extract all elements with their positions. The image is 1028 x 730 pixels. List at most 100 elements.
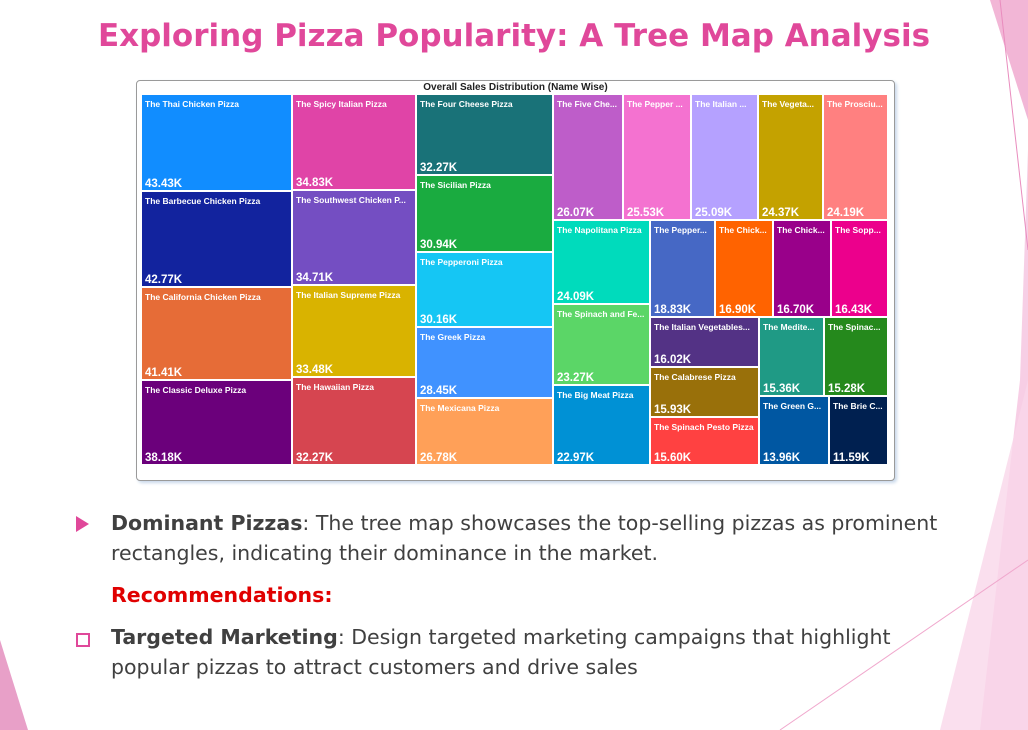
tile-label: The Medite... xyxy=(763,322,815,332)
treemap-tile[interactable]: The Sopp... 16.43K xyxy=(832,221,889,318)
tile-value: 15.93K xyxy=(654,404,692,416)
treemap-tile[interactable]: The Chick... 16.90K xyxy=(716,221,774,318)
tile-label: The Brie C... xyxy=(833,401,883,411)
treemap-tile[interactable]: The Prosciu... 24.19K xyxy=(824,95,889,221)
treemap-tile[interactable]: The Big Meat Pizza 22.97K xyxy=(554,386,651,466)
tile-value: 18.83K xyxy=(654,304,692,316)
treemap-tile[interactable]: The Five Che... 26.07K xyxy=(554,95,624,221)
top-right-accent-shape xyxy=(990,0,1028,120)
tile-label: The Pepper ... xyxy=(627,99,683,109)
tile-label: The Calabrese Pizza xyxy=(654,372,736,382)
tile-label: The Spinach Pesto Pizza xyxy=(654,422,754,432)
tile-label: The Chick... xyxy=(719,225,767,235)
bullet-item-targeted-marketing: Targeted Marketing: Design targeted mark… xyxy=(76,622,956,682)
bullet-text: The tree map showcases the top-selling p… xyxy=(111,511,938,565)
tile-value: 24.09K xyxy=(557,291,595,303)
tile-label: The Prosciu... xyxy=(827,99,883,109)
tile-value: 33.48K xyxy=(296,364,334,376)
treemap-chart[interactable]: Overall Sales Distribution (Name Wise) T… xyxy=(136,80,895,481)
tile-value: 34.71K xyxy=(296,272,334,284)
tile-value: 38.18K xyxy=(145,452,183,464)
treemap-tile[interactable]: The Chick... 16.70K xyxy=(774,221,832,318)
bullet-colon: : xyxy=(337,625,352,649)
tile-label: The Italian Supreme Pizza xyxy=(296,290,401,300)
tile-label: The California Chicken Pizza xyxy=(145,292,261,302)
tile-label: The Five Che... xyxy=(557,99,617,109)
tile-label: The Pepperoni Pizza xyxy=(420,257,503,267)
tile-value: 16.90K xyxy=(719,304,757,316)
treemap-tile[interactable]: The Italian Supreme Pizza 33.48K xyxy=(293,286,417,378)
tile-label: The Spinac... xyxy=(828,322,881,332)
tile-label: The Spinach and Fe... xyxy=(557,309,645,319)
treemap-tile[interactable]: The Italian Vegetables... 16.02K xyxy=(651,318,760,368)
deco-line xyxy=(999,0,1028,251)
tile-value: 24.37K xyxy=(762,207,800,219)
treemap-tile[interactable]: The Medite... 15.36K xyxy=(760,318,825,397)
tile-value: 32.27K xyxy=(296,452,334,464)
tile-label: The Spicy Italian Pizza xyxy=(296,99,387,109)
tile-value: 11.59K xyxy=(833,452,870,464)
tile-label: The Four Cheese Pizza xyxy=(420,99,513,109)
slide-title: Exploring Pizza Popularity: A Tree Map A… xyxy=(97,18,931,54)
bullet-text: Design targeted marketing campaigns that… xyxy=(111,625,891,679)
tile-label: The Big Meat Pizza xyxy=(557,390,634,400)
treemap-tile[interactable]: The Spinac... 15.28K xyxy=(825,318,889,397)
tile-value: 16.02K xyxy=(654,354,692,366)
treemap-tile[interactable]: The Brie C... 11.59K xyxy=(830,397,889,466)
treemap-tile[interactable]: The Four Cheese Pizza 32.27K xyxy=(417,95,554,176)
treemap-tile[interactable]: The Spicy Italian Pizza 34.83K xyxy=(293,95,417,191)
treemap-tile[interactable]: The Mexicana Pizza 26.78K xyxy=(417,399,554,466)
tile-value: 25.53K xyxy=(627,207,665,219)
treemap-tile[interactable]: The Thai Chicken Pizza 43.43K xyxy=(142,95,293,192)
tile-value: 32.27K xyxy=(420,162,458,174)
tile-label: The Thai Chicken Pizza xyxy=(145,99,239,109)
tile-label: The Mexicana Pizza xyxy=(420,403,500,413)
tile-value: 30.16K xyxy=(420,314,458,326)
treemap-tile[interactable]: The Barbecue Chicken Pizza 42.77K xyxy=(142,192,293,288)
treemap-tile[interactable]: The Calabrese Pizza 15.93K xyxy=(651,368,760,418)
tile-label: The Sicilian Pizza xyxy=(420,180,491,190)
tile-label: The Barbecue Chicken Pizza xyxy=(145,196,261,206)
treemap-area: The Thai Chicken Pizza 43.43K The Barbecue… xyxy=(142,95,889,466)
treemap-tile[interactable]: The Green G... 13.96K xyxy=(760,397,830,466)
tile-value: 15.60K xyxy=(654,452,692,464)
recommendations-heading: Recommendations: xyxy=(111,583,333,607)
tile-value: 30.94K xyxy=(420,239,458,251)
treemap-tile[interactable]: The Napolitana Pizza 24.09K xyxy=(554,221,651,305)
chart-title: Overall Sales Distribution (Name Wise) xyxy=(423,82,608,93)
tile-value: 15.36K xyxy=(763,383,801,395)
tile-label: The Sopp... xyxy=(835,225,881,235)
treemap-tile[interactable]: The Hawaiian Pizza 32.27K xyxy=(293,378,417,466)
tile-value: 42.77K xyxy=(145,274,183,286)
treemap-tile[interactable]: The Sicilian Pizza 30.94K xyxy=(417,176,554,253)
tile-value: 13.96K xyxy=(763,452,801,464)
tile-value: 34.83K xyxy=(296,177,334,189)
treemap-tile[interactable]: The Pepper ... 25.53K xyxy=(624,95,692,221)
tile-label: The Hawaiian Pizza xyxy=(296,382,374,392)
tile-label: The Southwest Chicken P... xyxy=(296,195,406,205)
treemap-tile[interactable]: The Italian ... 25.09K xyxy=(692,95,759,221)
treemap-tile[interactable]: The California Chicken Pizza 41.41K xyxy=(142,288,293,381)
treemap-tile[interactable]: The Classic Deluxe Pizza 38.18K xyxy=(142,381,293,466)
tile-value: 22.97K xyxy=(557,452,595,464)
bullet-colon: : xyxy=(302,511,316,535)
treemap-tile[interactable]: The Vegeta... 24.37K xyxy=(759,95,824,221)
treemap-tile[interactable]: The Greek Pizza 28.45K xyxy=(417,328,554,399)
treemap-tile[interactable]: The Spinach Pesto Pizza 15.60K xyxy=(651,418,760,466)
left-accent-shape xyxy=(0,640,28,730)
treemap-tile[interactable]: The Pepperoni Pizza 30.16K xyxy=(417,253,554,328)
treemap-tile[interactable]: The Spinach and Fe... 23.27K xyxy=(554,305,651,386)
tile-label: The Pepper... xyxy=(654,225,707,235)
treemap-tile[interactable]: The Pepper... 18.83K xyxy=(651,221,716,318)
tile-label: The Italian Vegetables... xyxy=(654,322,750,332)
tile-label: The Greek Pizza xyxy=(420,332,486,342)
tile-label: The Vegeta... xyxy=(762,99,814,109)
bullet-list: Dominant Pizzas: The tree map showcases … xyxy=(76,508,956,682)
tile-value: 23.27K xyxy=(557,372,595,384)
tile-label: The Chick... xyxy=(777,225,825,235)
tile-value: 15.28K xyxy=(828,383,866,395)
triangle-bullet-icon xyxy=(76,516,89,532)
treemap-tile[interactable]: The Southwest Chicken P... 34.71K xyxy=(293,191,417,286)
tile-value: 41.41K xyxy=(145,367,183,379)
tile-value: 24.19K xyxy=(827,207,865,219)
